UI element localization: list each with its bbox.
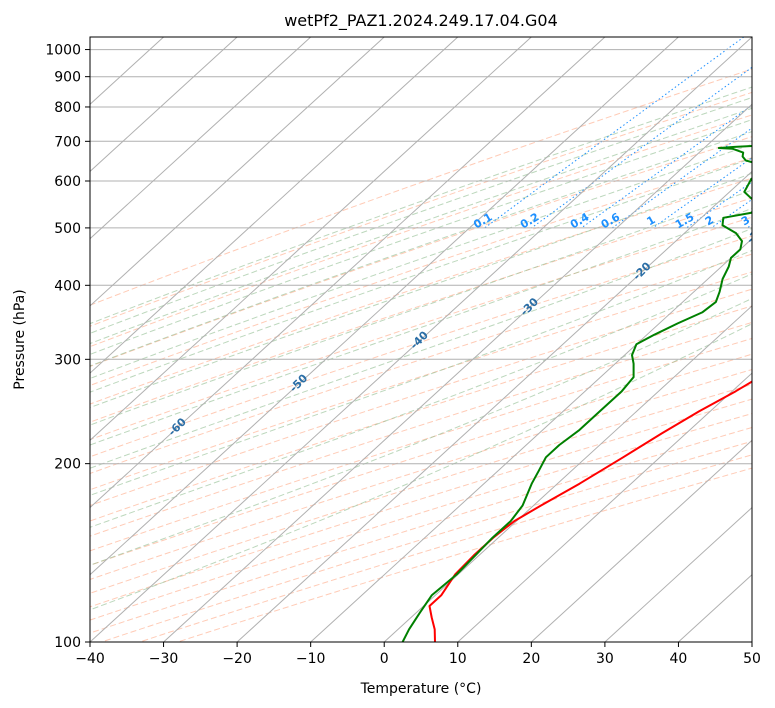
- dry-adiabat-line: [90, 321, 752, 537]
- mixing-ratio-line: [611, 127, 752, 229]
- mixing-ratio-line: [581, 104, 752, 229]
- x-tick-label: 40: [670, 651, 688, 667]
- dry-adiabats: [90, 68, 752, 642]
- isotherm-line: [530, 439, 752, 642]
- isotherm-line: [604, 506, 752, 642]
- moist-adiabat-line: [90, 249, 752, 496]
- moist-adiabat-line: [90, 323, 752, 611]
- dry-adiabat-line: [90, 91, 752, 327]
- isotherm-line: [310, 238, 752, 642]
- dry-adiabat-line: [90, 413, 752, 621]
- x-tick-label: −10: [296, 651, 326, 667]
- moist-adiabat-line: [90, 189, 752, 426]
- moist-adiabat-line: [90, 119, 752, 355]
- y-axis-label: Pressure (hPa): [12, 289, 28, 389]
- mixing-ratio-line: [531, 66, 752, 229]
- moist-adiabats: [90, 86, 752, 611]
- moist-adiabat-line: [90, 227, 752, 469]
- y-tick-label: 600: [54, 174, 81, 190]
- y-tick-label: 500: [54, 221, 81, 237]
- x-tick-label: −40: [75, 651, 105, 667]
- x-axis: −40 −30 −20 −10 0 10 20 30 40 50: [75, 642, 761, 667]
- mixing-ratio-line: [686, 181, 752, 229]
- isotherm-line: [90, 37, 679, 576]
- dry-adiabat-line: [90, 253, 752, 475]
- dry-adiabat-line: [90, 337, 752, 552]
- x-tick-label: −20: [222, 651, 252, 667]
- isotherm-line: [751, 641, 752, 642]
- isotherm-line: [90, 37, 385, 307]
- dry-adiabat-line: [90, 157, 752, 386]
- plot-frame: [89, 36, 753, 643]
- sounding-profiles: [401, 145, 752, 642]
- dry-adiabat-line: [101, 440, 752, 642]
- mixing-ratio-line: [484, 37, 745, 229]
- isotherm-line: [457, 372, 752, 642]
- dry-adiabat-line: [90, 383, 752, 594]
- y-tick-label: 800: [54, 100, 81, 116]
- mixing-ratio-label: 3: [739, 213, 752, 228]
- moist-adiabat-line: [90, 86, 752, 325]
- chart-title: wetPf2_PAZ1.2024.249.17.04.G04: [284, 11, 558, 31]
- y-tick-label: 200: [54, 457, 81, 473]
- dry-adiabat-line: [90, 369, 752, 580]
- y-tick-label: 300: [54, 352, 81, 368]
- moist-adiabat-line: [90, 273, 752, 528]
- x-axis-label: Temperature (°C): [360, 681, 482, 697]
- dry-adiabat-line: [90, 398, 752, 608]
- dry-adiabat-line: [90, 197, 752, 423]
- isotherm-line: [163, 103, 752, 642]
- y-tick-label: 400: [54, 278, 81, 294]
- y-axis: 100 200 300 400 500 600 700 800 900 1000: [45, 43, 90, 651]
- x-tick-label: 10: [449, 651, 467, 667]
- dry-adiabat-line: [90, 114, 752, 348]
- isotherm-line: [90, 37, 532, 441]
- x-tick-label: −30: [149, 651, 179, 667]
- dry-adiabat-line: [90, 68, 752, 306]
- y-tick-label: 1000: [45, 43, 81, 59]
- isotherm-line: [90, 37, 312, 240]
- y-tick-label: 700: [54, 134, 81, 150]
- x-tick-label: 30: [596, 651, 614, 667]
- y-tick-label: 100: [54, 635, 81, 651]
- moist-adiabat-line: [90, 172, 752, 409]
- isotherm-line: [90, 37, 752, 642]
- x-tick-label: 50: [743, 651, 761, 667]
- dry-adiabat-line: [90, 235, 752, 458]
- dry-adiabat-line: [90, 271, 752, 491]
- isotherms: [90, 37, 752, 642]
- dewpoint-profile-line: [401, 145, 752, 642]
- x-tick-label: 20: [522, 651, 540, 667]
- pressure-grid: [90, 49, 752, 642]
- dry-adiabat-line: [90, 177, 752, 405]
- isotherm-line: [90, 37, 606, 509]
- x-tick-label: 0: [380, 651, 389, 667]
- moist-adiabat-line: [90, 207, 752, 446]
- dry-adiabat-line: [177, 467, 752, 642]
- mixing-ratio-label: 4: [766, 213, 775, 228]
- moist-adiabat-line: [90, 96, 752, 334]
- isotherm-line: [90, 37, 459, 374]
- isotherm-line: [383, 305, 752, 642]
- mixing-ratio-lines: [484, 37, 752, 229]
- isotherm-line: [90, 37, 238, 173]
- y-tick-label: 900: [54, 70, 81, 86]
- isotherm-line: [236, 170, 752, 642]
- isotherm-label: -10: [744, 223, 767, 246]
- mixing-ratio-line: [652, 157, 752, 229]
